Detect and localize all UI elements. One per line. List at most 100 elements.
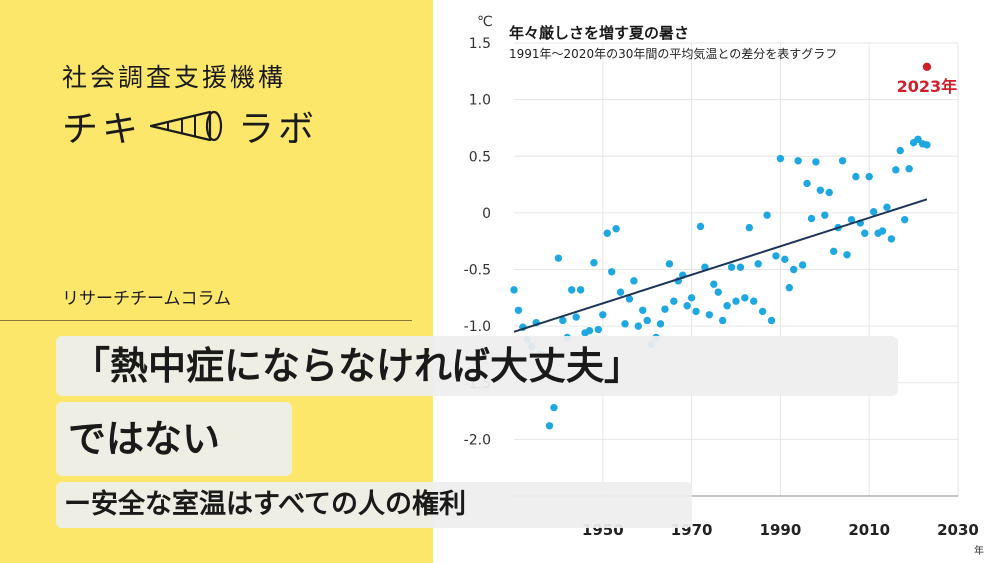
data-point [892, 166, 900, 174]
data-point [745, 223, 754, 232]
data-point [643, 316, 651, 325]
headline-line-1: 「熱中症にならなければ大丈夫」 [56, 336, 898, 396]
data-point [781, 255, 789, 264]
brand-logo[interactable]: チキ ラボ [62, 103, 319, 150]
headline-line-2: ではない [56, 402, 292, 476]
data-point [639, 306, 647, 314]
data-point [665, 260, 674, 268]
data-point [612, 225, 620, 233]
data-point [869, 208, 878, 216]
data-point [727, 263, 736, 271]
data-point [718, 316, 727, 325]
data-point [621, 320, 629, 328]
data-point [803, 179, 811, 188]
highlight-point [922, 62, 932, 71]
data-point [847, 215, 856, 224]
trend-line [513, 198, 928, 333]
y-tick-label: -0.5 [464, 263, 491, 279]
data-point [594, 325, 603, 334]
data-point [905, 165, 913, 173]
data-point [732, 297, 740, 305]
data-point [656, 320, 665, 328]
data-point [590, 259, 598, 267]
data-point [616, 288, 625, 296]
data-point [763, 211, 771, 219]
column-category-label: リサーチチームコラム [62, 289, 231, 309]
brand-panel: 社会調査支援機構 チキ ラボ リサーチチームコラム [0, 0, 433, 563]
logo-text-right: ラボ [238, 109, 319, 150]
data-point [883, 203, 891, 211]
x-tick-label: 2030 [937, 521, 979, 539]
y-tick-label: 0.5 [469, 149, 491, 165]
data-point [514, 306, 523, 314]
data-point [576, 286, 585, 294]
data-point [790, 265, 798, 274]
highlight-group: 2023年 [897, 62, 958, 96]
data-point [887, 235, 896, 243]
data-point [861, 229, 869, 237]
data-point [838, 157, 847, 165]
data-point [798, 261, 807, 269]
data-point [692, 307, 700, 316]
org-name: 社会調査支援機構 [62, 63, 287, 92]
data-point [923, 141, 931, 149]
data-point [630, 277, 638, 285]
data-point [670, 297, 678, 305]
data-point [896, 146, 904, 155]
data-point [812, 158, 820, 166]
x-tick-label: 2010 [848, 521, 890, 539]
headline-subtitle: ー安全な室温はすべての人の権利 [56, 482, 692, 528]
y-tick-label: 1.5 [469, 36, 491, 52]
trend-line-group [513, 198, 928, 333]
data-point [852, 172, 860, 181]
data-point [625, 295, 634, 303]
data-point [607, 268, 616, 276]
chart-title: 年々厳しさを増す夏の暑さ [509, 24, 689, 42]
chart-grid [514, 42, 959, 497]
x-tick-label: 1990 [760, 521, 802, 539]
y-tick-label: -1.0 [464, 319, 491, 335]
temperature-anomaly-chart: 1.51.00.50-0.5-1.0-1.5-2.0 1950197019902… [464, 14, 984, 557]
data-point [714, 288, 722, 296]
megaphone-icon [149, 110, 223, 142]
data-point [634, 322, 643, 330]
data-point [914, 135, 922, 143]
data-point [603, 229, 611, 237]
data-point [754, 260, 762, 268]
data-point [741, 294, 749, 302]
data-point [807, 214, 816, 223]
data-point [736, 263, 745, 271]
data-point [825, 188, 833, 197]
y-tick-label: -2.0 [464, 432, 491, 448]
data-point [758, 307, 767, 316]
highlight-label: 2023年 [897, 77, 958, 96]
data-point [776, 154, 785, 163]
data-point [816, 186, 825, 194]
data-point [705, 311, 714, 319]
data-point [723, 302, 731, 310]
data-point [821, 211, 829, 219]
data-point [599, 311, 607, 319]
data-point [550, 403, 558, 412]
data-point [572, 313, 580, 321]
data-point [568, 286, 576, 294]
data-point [829, 247, 838, 256]
logo-text-left: チキ [62, 109, 143, 150]
y-tick-label: 1.0 [469, 93, 491, 109]
data-point [843, 251, 851, 259]
data-point [767, 316, 776, 325]
data-point [794, 157, 802, 165]
x-unit-label: 年 [974, 544, 984, 557]
chart-subtitle: 1991年〜2020年の30年間の平均気温との差分を表すグラフ [509, 46, 837, 61]
data-point [865, 172, 873, 181]
data-point [750, 297, 758, 305]
divider [0, 320, 412, 321]
data-point [772, 252, 780, 260]
data-points [510, 135, 931, 430]
data-point [554, 254, 563, 262]
data-point [901, 215, 909, 224]
data-point [661, 305, 669, 313]
data-point [710, 280, 718, 288]
data-point [696, 222, 705, 231]
data-point [585, 326, 594, 335]
